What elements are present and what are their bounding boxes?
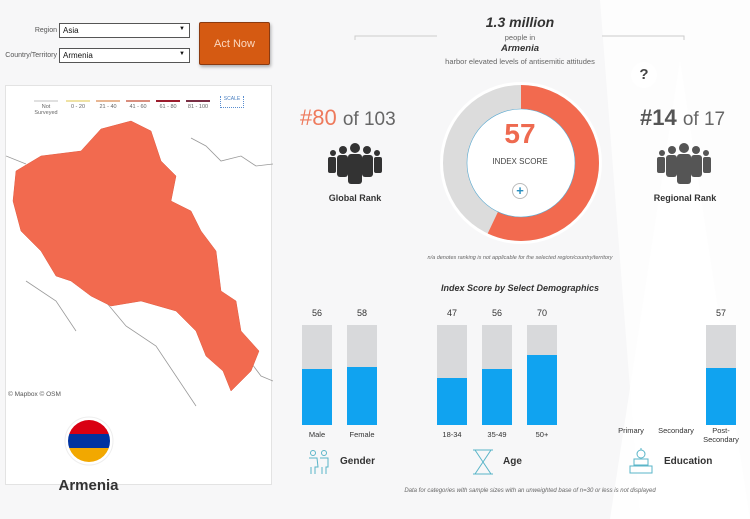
index-donut (440, 82, 602, 244)
country-value: Armenia (63, 51, 93, 60)
region-select[interactable]: Asia ▼ (59, 23, 190, 38)
index-score-label: INDEX SCORE (492, 157, 548, 166)
footnote: Data for categories with sample sizes wi… (404, 488, 656, 494)
scale-button[interactable]: SCALE (220, 96, 244, 108)
armenia-flag-icon (64, 416, 114, 466)
bar-fill (482, 369, 512, 425)
bar-category-label: 35-49 (487, 430, 507, 439)
legend-item: 0 - 20 (66, 100, 90, 110)
index-score: 57 (504, 118, 536, 149)
bar-value: 58 (356, 308, 367, 318)
demographics-title: Index Score by Select Demographics (440, 283, 600, 293)
headline-line2: harbor elevated levels of antisemitic at… (445, 57, 595, 66)
bar-value: 57 (715, 308, 726, 318)
bar-category-label: Post-Secondary (703, 426, 739, 444)
bar-category-label: Male (308, 430, 326, 439)
hourglass-icon (473, 449, 493, 475)
bar-category-label: Primary (618, 426, 644, 435)
bar-35-49 (482, 325, 512, 425)
legend-item: 61 - 80 (156, 100, 180, 110)
global-rank: #80 of 103 (300, 105, 396, 130)
armenia-shape[interactable] (12, 120, 260, 392)
dropdown-arrow-icon: ▼ (179, 26, 185, 32)
bar-fill (437, 378, 467, 425)
legend-item: 81 - 100 (186, 100, 210, 110)
bar-fill (706, 368, 736, 425)
country-select[interactable]: Armenia ▼ (59, 48, 190, 63)
map-attribution: © Mapbox © OSM (8, 391, 61, 398)
age-label: Age (503, 456, 522, 467)
legend-item: 41 - 60 (126, 100, 150, 110)
headline-country: Armenia (500, 43, 539, 54)
headline-number: 1.3 million (485, 14, 555, 30)
people-icon (328, 143, 382, 184)
regional-rank: #14 of 17 (640, 105, 726, 130)
region-label: Region (34, 27, 57, 34)
bar-50- (527, 325, 557, 425)
bar-fill (302, 369, 332, 425)
help-button[interactable]: ? (631, 62, 657, 88)
bar-value: 56 (491, 308, 502, 318)
act-now-button[interactable]: Act Now (199, 22, 270, 65)
bar-category-label: 18-34 (442, 430, 462, 439)
global-rank-label: Global Rank (328, 193, 382, 203)
bar-post-secondary (706, 325, 736, 425)
people-icon (657, 143, 711, 184)
headline-line1: people in (504, 33, 536, 42)
country-name: Armenia (58, 477, 119, 494)
gender-icon (309, 450, 329, 474)
legend-item: 21 - 40 (96, 100, 120, 110)
dropdown-arrow-icon: ▼ (179, 51, 185, 57)
na-note: n/a denotes ranking is not applicable fo… (427, 255, 613, 261)
gender-label: Gender (340, 456, 376, 467)
map[interactable] (6, 86, 273, 416)
bar-value: 70 (536, 308, 547, 318)
country-label: Country/Territory (5, 52, 57, 59)
bar-value: 56 (311, 308, 322, 318)
education-icon (629, 448, 653, 474)
region-value: Asia (63, 26, 79, 35)
bar-value: 47 (446, 308, 457, 318)
donut-score-arc (443, 85, 599, 241)
education-label: Education (664, 456, 713, 467)
bar-male (302, 325, 332, 425)
bar-category-label: Female (349, 430, 375, 439)
legend-item: Not Surveyed (34, 100, 58, 116)
bar-fill (527, 355, 557, 425)
bar-fill (347, 367, 377, 425)
map-panel: Not Surveyed 0 - 20 21 - 40 41 - 60 61 -… (5, 85, 273, 494)
bar-female (347, 325, 377, 425)
expand-button[interactable]: + (512, 183, 528, 199)
bar-18-34 (437, 325, 467, 425)
regional-rank-label: Regional Rank (653, 193, 717, 203)
bar-category-label: Secondary (658, 426, 694, 435)
bar-category-label: 50+ (535, 430, 549, 439)
